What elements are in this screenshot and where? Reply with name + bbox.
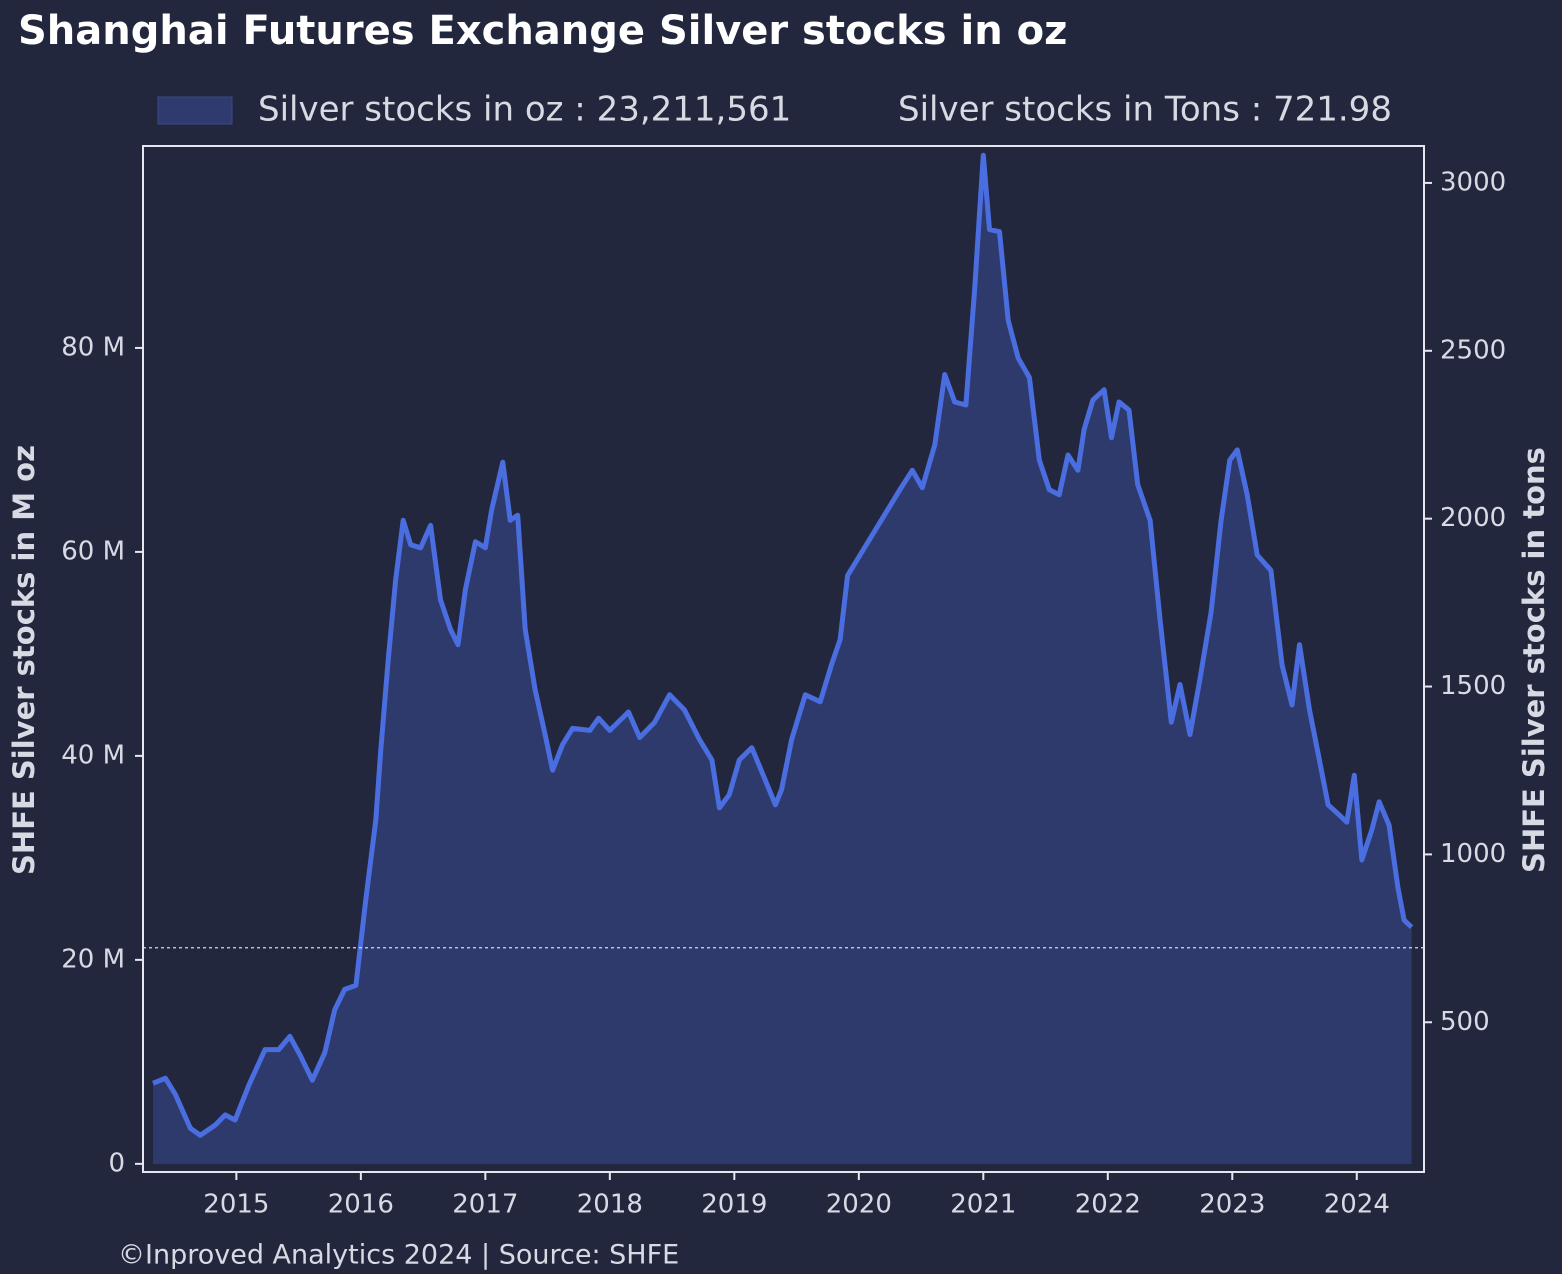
y-tick-label: 60 M [61, 536, 125, 566]
area-fill [153, 155, 1412, 1164]
y-axis-label: SHFE Silver stocks in M oz [7, 445, 41, 875]
y2-axis-label: SHFE Silver stocks in tons [1517, 447, 1551, 873]
y-tick-label: 40 M [61, 740, 125, 770]
plot-frame [142, 145, 1425, 1173]
y2-tick-label: 3000 [1440, 167, 1506, 197]
x-tick-label: 2016 [328, 1190, 394, 1220]
x-tick-label: 2015 [203, 1190, 269, 1220]
chart-title: Shanghai Futures Exchange Silver stocks … [18, 8, 1067, 54]
x-tick-label: 2023 [1199, 1190, 1265, 1220]
x-tick-label: 2019 [701, 1190, 767, 1220]
y-tick-label: 80 M [61, 332, 125, 362]
y2-tick-label: 2000 [1440, 503, 1506, 533]
area-line [152, 152, 1414, 1138]
x-tick-label: 2017 [452, 1190, 518, 1220]
x-tick-label: 2024 [1324, 1190, 1390, 1220]
y2-tick-label: 2500 [1440, 335, 1506, 365]
legend-entry: Silver stocks in oz : 23,211,561 [258, 90, 791, 130]
x-tick-label: 2020 [826, 1190, 892, 1220]
y2-tick-label: 1000 [1440, 839, 1506, 869]
y2-tick-label: 500 [1440, 1007, 1490, 1037]
y2-tick-label: 1500 [1440, 671, 1506, 701]
x-tick-label: 2022 [1075, 1190, 1141, 1220]
legend-entry: Silver stocks in Tons : 721.98 [898, 90, 1392, 130]
x-tick-label: 2021 [950, 1190, 1016, 1220]
legend-swatch [157, 96, 233, 125]
footer: ©Inproved Analytics 2024 | Source: SHFE [118, 1240, 679, 1271]
y-tick-label: 20 M [61, 944, 125, 974]
y-tick-label: 0 [108, 1148, 125, 1178]
x-tick-label: 2018 [577, 1190, 643, 1220]
